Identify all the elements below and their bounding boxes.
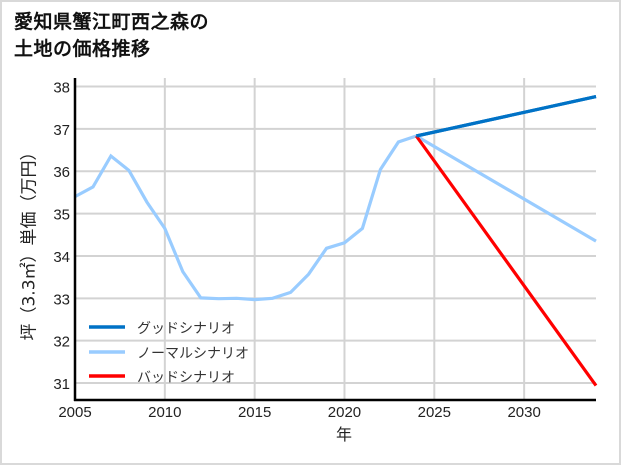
y-tick-label: 36: [53, 164, 70, 181]
legend-label: バッドシナリオ: [137, 370, 235, 386]
x-tick-label: 2015: [238, 404, 271, 421]
data-lines: [74, 95, 598, 387]
y-tick-label: 38: [53, 79, 70, 96]
y-tick-label: 35: [53, 207, 70, 224]
series-line-2: [415, 135, 598, 387]
y-tick-label: 37: [53, 122, 70, 139]
y-tick-label: 33: [53, 291, 70, 308]
chart-title-line2: 土地の価格推移: [14, 38, 151, 60]
x-tick-label: 2030: [507, 404, 540, 421]
chart-title-line1: 愛知県蟹江町西之森の: [14, 11, 210, 33]
y-tick-label: 32: [53, 334, 70, 351]
x-axis-label: 年: [336, 425, 353, 444]
x-tick-label: 2020: [328, 404, 361, 421]
chart-title: 愛知県蟹江町西之森の 土地の価格推移: [14, 9, 209, 63]
x-tick-label: 2010: [148, 404, 181, 421]
series-line-1: [74, 134, 597, 302]
x-tick-label: 2025: [418, 404, 451, 421]
y-tick-label: 31: [53, 376, 70, 393]
legend-label: ノーマルシナリオ: [137, 346, 249, 362]
axes: [73, 78, 596, 402]
legend-label: グッドシナリオ: [137, 321, 235, 337]
x-tick-label: 2005: [58, 404, 91, 421]
tick-labels: 38 37 36 35 34 33 32 31 2005 2010 2015 2020 2025 2030: [53, 79, 541, 421]
series-line-good-top: [415, 95, 597, 138]
y-axis-label: 坪（3.3㎡）単価（万円）: [19, 143, 40, 341]
y-tick-label: 34: [53, 249, 70, 266]
